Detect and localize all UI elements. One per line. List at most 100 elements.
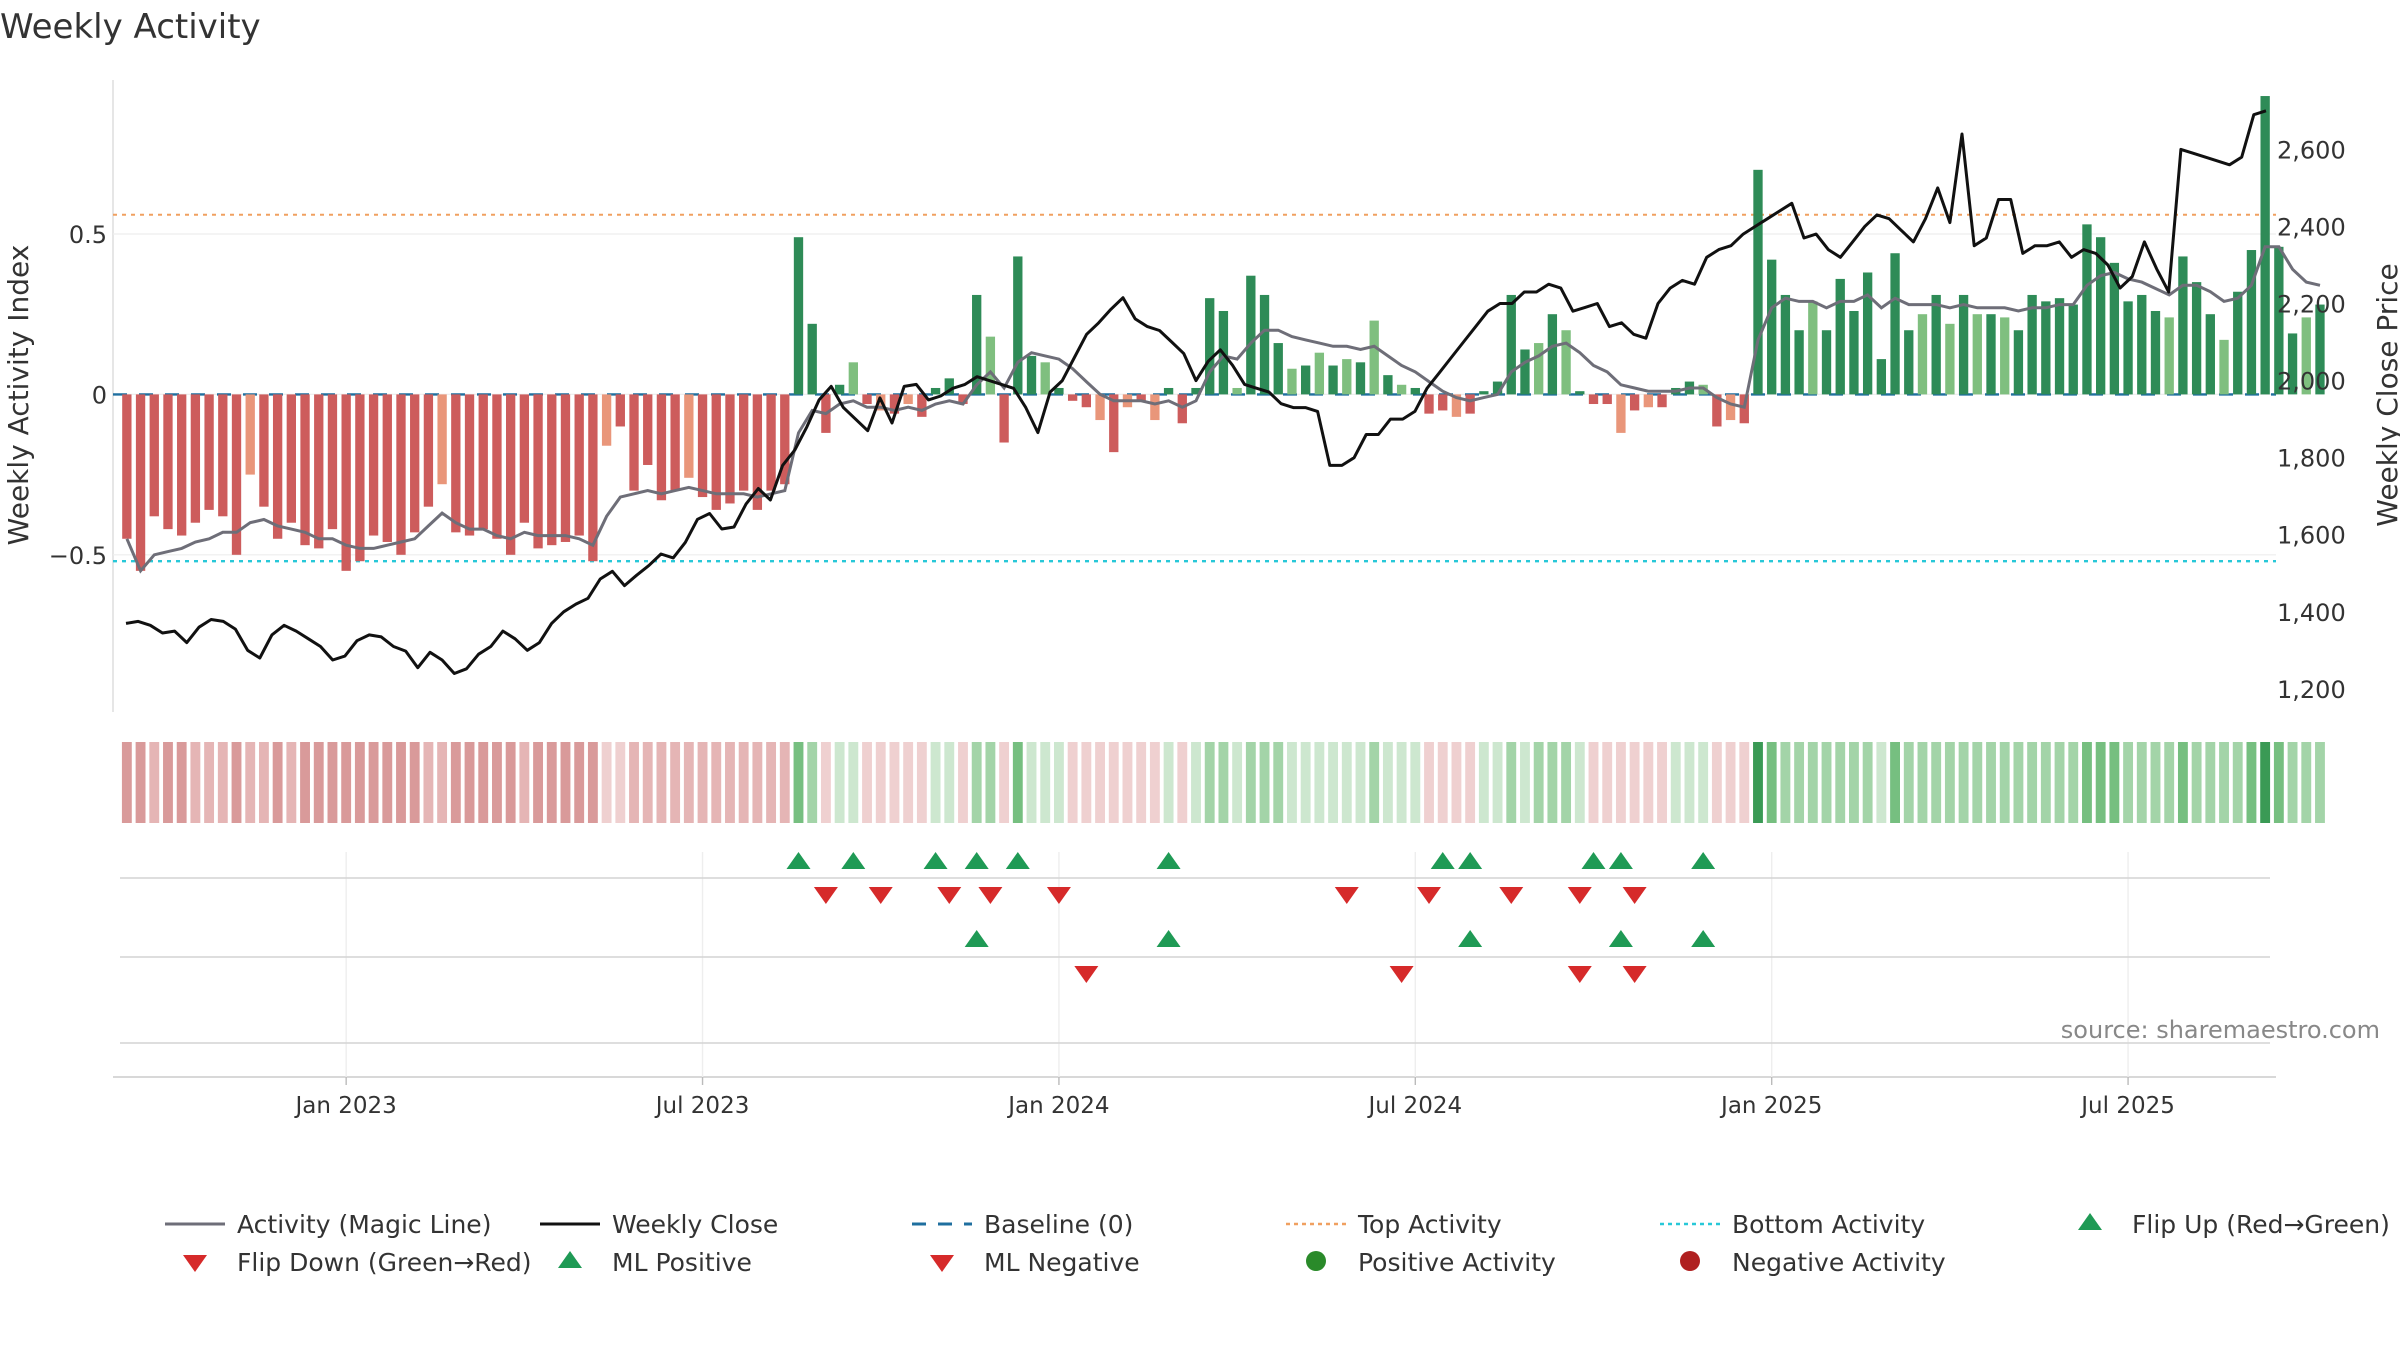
strip-cell xyxy=(1012,742,1023,823)
activity-bar xyxy=(2137,294,2147,395)
activity-bar xyxy=(1355,362,1366,395)
strip-cell xyxy=(2123,742,2134,823)
activity-bar xyxy=(643,394,653,465)
activity-bar xyxy=(2260,96,2270,395)
strip-cell xyxy=(341,742,352,823)
activity-bar xyxy=(1451,394,1462,417)
strip-cell xyxy=(1986,742,1996,823)
strip-cell xyxy=(300,742,310,823)
strip-cell xyxy=(464,742,475,823)
activity-bar xyxy=(1040,362,1050,395)
strip-cell xyxy=(2219,742,2229,823)
strip-cell xyxy=(149,742,160,823)
strip-cell xyxy=(1821,742,1832,823)
strip-cell xyxy=(1328,742,1339,823)
strip-cell xyxy=(601,742,612,823)
activity-bar xyxy=(574,394,584,536)
strip-cell xyxy=(1780,742,1791,823)
activity-bar xyxy=(711,394,721,510)
activity-bar xyxy=(560,394,571,542)
strip-cell xyxy=(163,742,173,823)
strip-cell xyxy=(820,742,831,823)
activity-bar xyxy=(1465,394,1475,414)
strip-cell xyxy=(1218,742,1229,823)
strip-cell xyxy=(2082,742,2092,823)
activity-bar xyxy=(985,336,996,395)
strip-cell xyxy=(1766,742,1777,823)
activity-bar xyxy=(272,394,283,539)
legend-down-swatch xyxy=(183,1255,207,1272)
activity-bar xyxy=(1972,314,1982,395)
legend-item: Flip Up (Red→Green) xyxy=(2078,1210,2390,1239)
strip-cell xyxy=(1835,742,1846,823)
strip-cell xyxy=(1492,742,1503,823)
strip-cell xyxy=(1931,742,1942,823)
strip-cell xyxy=(368,742,379,823)
flip-up-marker xyxy=(1458,852,1483,869)
strip-cell xyxy=(985,742,996,823)
strip-cell xyxy=(560,742,571,823)
strip-cell xyxy=(683,742,694,823)
reference-lines xyxy=(113,213,2276,563)
strip-cell xyxy=(1602,742,1613,823)
activity-bar xyxy=(149,394,159,517)
legend-circle-swatch xyxy=(1306,1251,1326,1271)
strip-cell xyxy=(2040,742,2051,823)
activity-bar xyxy=(1163,387,1174,395)
series-lines xyxy=(125,109,2321,675)
activity-bar xyxy=(1232,387,1242,395)
activity-bar xyxy=(1205,298,1215,395)
x-tick-label: Jul 2024 xyxy=(1367,1093,1463,1119)
activity-bar xyxy=(1780,294,1791,395)
activity-bar xyxy=(1534,343,1544,395)
activity-bar xyxy=(382,394,392,542)
strip-cell xyxy=(2013,742,2024,823)
legend-label: Positive Activity xyxy=(1358,1248,1556,1277)
strip-cell xyxy=(505,742,516,823)
legend-label: Baseline (0) xyxy=(984,1210,1133,1239)
activity-bar xyxy=(2315,304,2325,395)
activity-bar xyxy=(1904,330,1914,395)
activity-bar xyxy=(190,394,201,523)
activity-bar xyxy=(1054,387,1064,395)
activity-bar xyxy=(1753,169,1763,395)
activity-bar xyxy=(437,394,447,485)
legend-label: ML Negative xyxy=(984,1248,1140,1277)
right-axis-label: Weekly Close Price xyxy=(2371,263,2400,526)
activity-bar xyxy=(2164,317,2174,395)
activity-bar xyxy=(451,394,461,533)
strip-cell xyxy=(2232,742,2243,823)
strip-cell xyxy=(1972,742,1983,823)
strip-cell xyxy=(1026,742,1037,823)
strip-cell xyxy=(916,742,927,823)
ml-negative-marker xyxy=(1389,966,1414,983)
strip-cell xyxy=(1862,742,1873,823)
strip-cell xyxy=(642,742,653,823)
strip-cell xyxy=(615,742,626,823)
source-text: source: sharemaestro.com xyxy=(2061,1016,2380,1044)
strip-cell xyxy=(450,742,461,823)
activity-bar xyxy=(286,394,296,523)
strip-cell xyxy=(752,742,763,823)
strip-cell xyxy=(2315,742,2325,823)
strip-cell xyxy=(1273,742,1284,823)
activity-bar xyxy=(1547,314,1558,395)
x-tick-label: Jul 2025 xyxy=(2079,1093,2175,1119)
activity-strip xyxy=(121,742,2325,823)
strip-cell xyxy=(396,742,406,823)
strip-cell xyxy=(1204,742,1215,823)
strip-cell xyxy=(1259,742,1270,823)
strip-cell xyxy=(1588,742,1599,823)
strip-cell xyxy=(1410,742,1421,823)
activity-bar xyxy=(2096,237,2106,395)
strip-cell xyxy=(1725,742,1736,823)
strip-cell xyxy=(1314,742,1325,823)
activity-bar xyxy=(1492,381,1503,395)
activity-bar xyxy=(519,394,530,523)
strip-cell xyxy=(1561,742,1572,823)
activity-bar xyxy=(1300,365,1311,395)
strip-cell xyxy=(286,742,297,823)
strip-cell xyxy=(1437,742,1448,823)
ml-positive-marker xyxy=(1608,930,1633,947)
chart-title: Weekly Activity xyxy=(0,7,261,47)
